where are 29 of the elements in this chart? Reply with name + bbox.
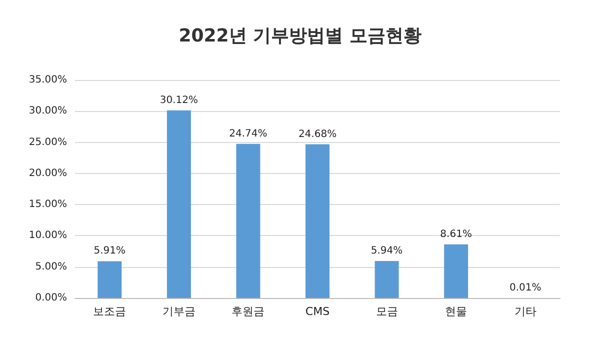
data-label: 5.91% bbox=[94, 246, 126, 257]
y-tick-label: 30.00% bbox=[28, 106, 67, 117]
y-tick-label: 35.00% bbox=[28, 74, 67, 86]
y-tick-label: 20.00% bbox=[28, 168, 67, 179]
data-label: 5.94% bbox=[370, 246, 403, 256]
x-tick-label: 기부금 bbox=[162, 305, 196, 318]
chart-title: 2022년 기부방법별 모금현황 bbox=[178, 26, 422, 46]
x-tick-label: CMS bbox=[305, 305, 330, 318]
bar bbox=[374, 261, 399, 298]
x-tick-label: 후원금 bbox=[232, 305, 265, 318]
data-label: 24.74% bbox=[229, 128, 268, 140]
bar bbox=[444, 244, 468, 298]
data-label: 0.01% bbox=[509, 282, 542, 294]
x-tick-label: 기타 bbox=[514, 305, 536, 318]
data-label: 24.68% bbox=[298, 128, 337, 140]
y-tick-label: 10.00% bbox=[28, 230, 67, 242]
x-tick-label: 보조금 bbox=[93, 305, 126, 318]
bar bbox=[166, 110, 191, 298]
x-tick-label: 현물 bbox=[445, 305, 468, 318]
data-label: 8.61% bbox=[440, 228, 472, 240]
x-tick-label: 모금 bbox=[376, 305, 398, 318]
bar bbox=[306, 144, 330, 298]
bar bbox=[236, 144, 260, 298]
bar bbox=[98, 261, 122, 298]
y-tick-label: 5.00% bbox=[35, 261, 67, 272]
y-tick-label: 25.00% bbox=[28, 136, 67, 148]
data-label: 30.12% bbox=[160, 94, 198, 106]
y-tick-label: 15.00% bbox=[28, 199, 67, 210]
y-tick-label: 0.00% bbox=[35, 292, 67, 304]
